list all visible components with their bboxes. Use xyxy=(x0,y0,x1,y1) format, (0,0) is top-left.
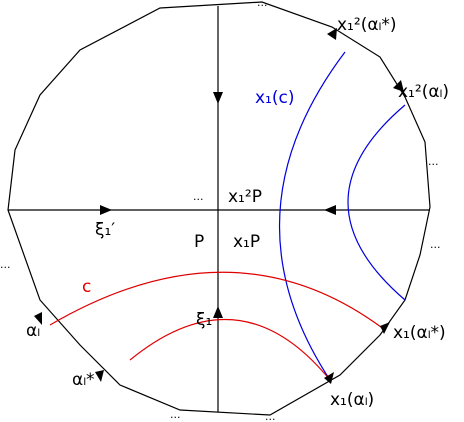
ellipsis: ... xyxy=(428,155,439,168)
arrowheads xyxy=(34,28,404,384)
label: x₁(αₗ*) xyxy=(393,323,446,343)
label: ξ₁ xyxy=(196,310,212,330)
polygon xyxy=(7,1,431,416)
ellipsis: ... xyxy=(265,410,276,422)
label: P xyxy=(194,232,204,252)
arrowhead xyxy=(95,370,104,382)
red-curve xyxy=(49,271,386,331)
label: c xyxy=(82,277,91,297)
label: x₁(c) xyxy=(255,88,295,108)
label: x₁²(αₗ*) xyxy=(337,15,396,35)
arrowhead xyxy=(380,322,390,334)
label: x₁(αₗ) xyxy=(330,390,374,410)
ellipsis: ... xyxy=(170,408,181,421)
ellipsis: ... xyxy=(430,238,441,251)
label: x₁²(αₗ) xyxy=(398,82,449,102)
blue-curve xyxy=(278,51,346,381)
label: αₗ xyxy=(26,321,40,341)
blue-curve xyxy=(347,104,406,301)
arrowhead xyxy=(324,205,336,215)
label: x₁²P xyxy=(228,187,262,207)
arrowhead xyxy=(324,372,334,384)
arrowhead xyxy=(100,205,112,215)
arrowhead xyxy=(327,28,337,40)
label: x₁P xyxy=(233,232,260,252)
label: ξ₁′ xyxy=(95,220,115,240)
ellipsis: ... xyxy=(0,258,11,271)
arrowhead xyxy=(213,306,223,318)
arrowhead xyxy=(213,92,223,104)
arrowhead xyxy=(34,312,42,325)
label: αₗ* xyxy=(72,370,95,390)
ellipsis: ... xyxy=(257,0,268,9)
red-curve xyxy=(129,318,331,381)
ellipsis: ... xyxy=(193,190,204,203)
arrowhead xyxy=(393,80,404,92)
